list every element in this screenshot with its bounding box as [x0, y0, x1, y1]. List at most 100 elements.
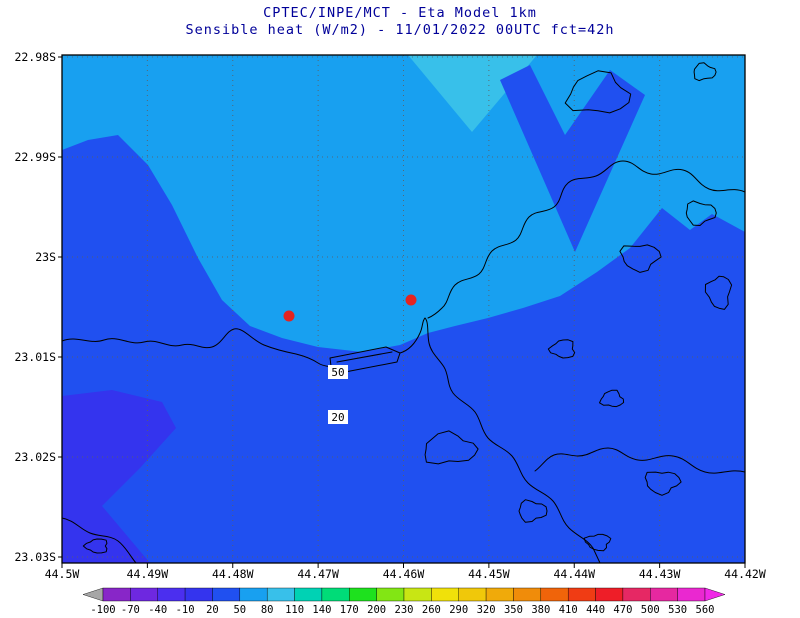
lon-tick-label: 44.49W [127, 567, 169, 581]
colorbar-segment [485, 587, 514, 602]
colorbar-segment [567, 587, 596, 602]
colorbar-tick-label: 380 [531, 604, 550, 616]
colorbar-tick-label: 80 [261, 604, 274, 616]
lat-tick-label: 22.99S [14, 150, 56, 164]
lon-tick-label: 44.47W [297, 567, 339, 581]
station-markers [283, 294, 417, 322]
island-outline [564, 70, 632, 114]
coastline-east-shore [399, 317, 601, 564]
colorbar-segment [102, 587, 131, 602]
longitude-axis: 44.5W 44.49W 44.48W 44.47W 44.46W 44.45W 44.44… [45, 563, 766, 581]
island-outline [704, 275, 733, 310]
lon-tick-label: 44.48W [212, 567, 254, 581]
lon-tick-label: 44.5W [45, 567, 80, 581]
colorbar-tick-label: 290 [449, 604, 468, 616]
lon-tick-label: 44.46W [383, 567, 425, 581]
colorbar-segment [239, 587, 268, 602]
colorbar-segment [431, 587, 459, 602]
contour-label-box [328, 365, 348, 379]
lat-tick-label: 23.03S [14, 550, 56, 564]
colorbar-tick-label: 350 [504, 604, 523, 616]
colorbar-tick-label: 230 [395, 604, 414, 616]
colorbar-segment [376, 587, 405, 602]
filled-contour-regions [62, 55, 745, 563]
colorbar-segment [595, 587, 624, 602]
colorbar-left-arrow [82, 587, 104, 602]
coastline-west-shore [61, 328, 337, 369]
colorbar-tick-label: -70 [121, 604, 140, 616]
colorbar-segment [513, 587, 542, 602]
island-outline [599, 389, 625, 408]
colorbar-segment [349, 587, 377, 602]
colorbar-tick-label: -100 [90, 604, 115, 616]
lat-tick-label: 23S [35, 250, 56, 264]
colorbar-segment [458, 587, 487, 602]
contour-labels: 50 20 [328, 365, 348, 424]
lon-tick-label: 44.44W [553, 567, 595, 581]
island-outline [619, 244, 662, 273]
colorbar-segment [212, 587, 241, 602]
colorbar-segment [650, 587, 678, 602]
station-marker-dot [283, 310, 295, 322]
colorbar-segment [130, 587, 158, 602]
island-outline [424, 430, 479, 465]
colorbar-segment [321, 587, 350, 602]
contour-label-text: 20 [331, 411, 344, 424]
lon-tick-label: 44.43W [639, 567, 681, 581]
island-outline [693, 62, 717, 82]
colorbar-tick-label: 410 [559, 604, 578, 616]
island-outline [547, 339, 576, 359]
colorbar-segment [157, 587, 186, 602]
colorbar-segment [266, 587, 295, 602]
contour-label-box [328, 410, 348, 424]
lat-tick-label: 22.98S [14, 50, 56, 64]
colorbar-tick-label: 20 [206, 604, 219, 616]
fill-region-20-50-wedge [500, 65, 645, 252]
latitude-axis: 22.98S 22.99S 23S 23.01S 23.02S 23.03S [14, 50, 62, 564]
colorbar-tick-label: 470 [613, 604, 632, 616]
island-outline [685, 200, 717, 226]
colorbar-tick-label: 200 [367, 604, 386, 616]
colorbar-tick-label: 440 [586, 604, 605, 616]
island-outline [82, 538, 108, 554]
chart-title-line1: CPTEC/INPE/MCT - Eta Model 1km [263, 5, 537, 21]
coastline-southwest-corner [61, 517, 137, 564]
colorbar-segment [622, 587, 651, 602]
contour-label-text: 50 [331, 366, 344, 379]
colorbar-tick-label: -10 [176, 604, 195, 616]
colorbar-right-arrow [704, 587, 726, 602]
island-outline [583, 533, 612, 552]
island-outline [518, 499, 548, 523]
coastlines [61, 62, 746, 564]
lon-tick-label: 44.45W [468, 567, 510, 581]
fill-region-m10-20-southwest [62, 390, 176, 563]
lat-tick-label: 23.01S [14, 350, 56, 364]
coastline-harbor-pier-inner [336, 351, 393, 363]
coastline-southeast-peninsula [534, 447, 746, 474]
colorbar-tick-label: 530 [668, 604, 687, 616]
chart-title-line2: Sensible heat (W/m2) - 11/01/2022 00UTC … [185, 22, 614, 38]
colorbar-segment [403, 587, 432, 602]
fill-region-80-110-patch [408, 55, 537, 132]
colorbar-segment [677, 587, 706, 602]
station-marker-dot [405, 294, 417, 306]
coastline-northeast-mainland [427, 160, 746, 319]
colorbar-tick-label: 260 [422, 604, 441, 616]
colorbar-tick-label: 560 [696, 604, 715, 616]
colorbar-tick-label: 140 [312, 604, 331, 616]
colorbar-legend: -100 -70 -40 -10 20 50 80 110 140 170 200 230 260 290… [82, 587, 726, 616]
colorbar-tick-label: 500 [641, 604, 660, 616]
lat-tick-label: 23.02S [14, 450, 56, 464]
colorbar-tick-label: 170 [340, 604, 359, 616]
colorbar-segment [184, 587, 213, 602]
colorbar-tick-label: 50 [233, 604, 246, 616]
colorbar-tick-label: 110 [285, 604, 304, 616]
colorbar-tick-label: -40 [148, 604, 167, 616]
colorbar-tick-label: 320 [477, 604, 496, 616]
lon-tick-label: 44.42W [724, 567, 766, 581]
colorbar-segment [540, 587, 569, 602]
island-outline [644, 471, 682, 496]
colorbar-segment [294, 587, 323, 602]
